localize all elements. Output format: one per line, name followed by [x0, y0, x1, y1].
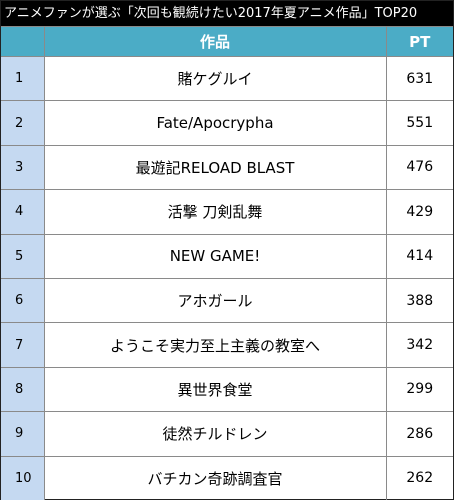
rank-cell: 10 — [1, 455, 45, 500]
points-cell: 631 — [385, 55, 453, 102]
table-row: 4 活撃 刀剣乱舞 429 — [1, 189, 453, 235]
title-cell: アホガール — [43, 277, 387, 324]
table-row: 6 アホガール 388 — [1, 277, 453, 324]
title-column-header: 作品 — [43, 26, 387, 57]
table-row: 7 ようこそ実力至上主義の教室へ 342 — [1, 322, 453, 368]
title-cell: ようこそ実力至上主義の教室へ — [43, 322, 387, 368]
points-cell: 414 — [385, 233, 453, 279]
table-row: 3 最遊記RELOAD BLAST 476 — [1, 144, 453, 191]
table-header-row: 作品 PT — [1, 26, 453, 57]
rank-cell: 9 — [1, 411, 45, 457]
points-cell: 299 — [385, 366, 453, 413]
page-title: アニメファンが選ぶ「次回も観続けたい2017年夏アニメ作品」TOP20 — [1, 1, 453, 26]
points-cell: 262 — [385, 455, 453, 500]
rank-cell: 3 — [1, 144, 45, 191]
rank-column-header — [1, 26, 45, 57]
title-cell: 異世界食堂 — [43, 366, 387, 413]
points-cell: 342 — [385, 322, 453, 368]
points-cell: 551 — [385, 100, 453, 146]
rank-cell: 1 — [1, 55, 45, 102]
table-row: 5 NEW GAME! 414 — [1, 233, 453, 279]
rank-cell: 7 — [1, 322, 45, 368]
rank-cell: 2 — [1, 100, 45, 146]
table-row: 1 賭ケグルイ 631 — [1, 55, 453, 102]
points-column-header: PT — [385, 26, 453, 57]
table-row: 9 徒然チルドレン 286 — [1, 411, 453, 457]
table-row: 2 Fate/Apocrypha 551 — [1, 100, 453, 146]
points-cell: 476 — [385, 144, 453, 191]
table-row: 10 バチカン奇跡調査官 262 — [1, 455, 453, 500]
points-cell: 286 — [385, 411, 453, 457]
points-cell: 388 — [385, 277, 453, 324]
title-cell: NEW GAME! — [43, 233, 387, 279]
rank-cell: 5 — [1, 233, 45, 279]
title-cell: 最遊記RELOAD BLAST — [43, 144, 387, 191]
rank-cell: 6 — [1, 277, 45, 324]
rank-cell: 8 — [1, 366, 45, 413]
table-row: 8 異世界食堂 299 — [1, 366, 453, 413]
title-cell: 活撃 刀剣乱舞 — [43, 189, 387, 235]
rank-cell: 4 — [1, 189, 45, 235]
ranking-table: 作品 PT 1 賭ケグルイ 631 2 Fate/Apocrypha 551 3… — [1, 26, 453, 500]
title-cell: 賭ケグルイ — [43, 55, 387, 102]
title-cell: バチカン奇跡調査官 — [43, 455, 387, 500]
points-cell: 429 — [385, 189, 453, 235]
title-cell: Fate/Apocrypha — [43, 100, 387, 146]
title-cell: 徒然チルドレン — [43, 411, 387, 457]
